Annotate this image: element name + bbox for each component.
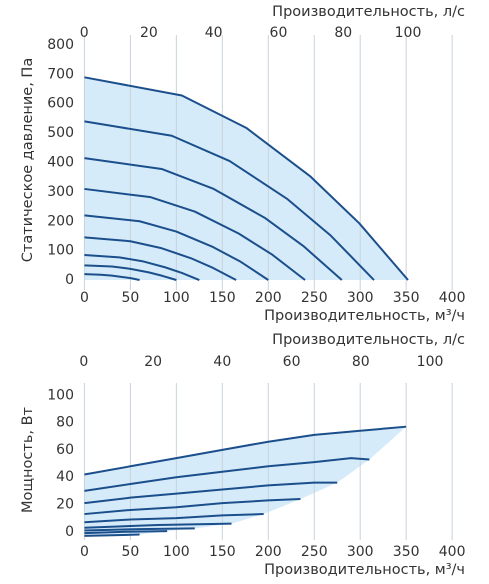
x2-tick-label: 20 xyxy=(140,25,158,41)
x-tick-label: 350 xyxy=(393,290,420,306)
x-tick-label: 0 xyxy=(80,544,89,560)
y-tick-label: 500 xyxy=(47,125,74,141)
x2-axis-title: Производительность, л/с xyxy=(272,332,465,348)
x-tick-label: 50 xyxy=(121,544,139,560)
curve xyxy=(84,273,140,281)
x-tick-label: 0 xyxy=(80,290,89,306)
x2-tick-label: 60 xyxy=(283,354,301,370)
x-tick-label: 150 xyxy=(209,544,236,560)
curve xyxy=(84,76,409,281)
curve xyxy=(84,457,370,492)
curve xyxy=(84,481,338,505)
curve xyxy=(84,236,237,281)
x2-tick-label: 60 xyxy=(270,25,288,41)
y-tick-label: 100 xyxy=(47,243,74,259)
x-tick-label: 250 xyxy=(301,544,328,560)
x-tick-label: 150 xyxy=(209,290,236,306)
y-tick-label: 0 xyxy=(65,524,74,540)
x2-tick-label: 0 xyxy=(79,354,88,370)
x2-tick-label: 40 xyxy=(205,25,223,41)
x2-tick-label: 80 xyxy=(352,354,370,370)
x2-tick-label: 80 xyxy=(334,25,352,41)
y-tick-label: 300 xyxy=(47,184,74,200)
x-tick-label: 300 xyxy=(347,290,374,306)
y-tick-label: 600 xyxy=(47,96,74,112)
y-tick-label: 100 xyxy=(47,387,74,403)
curve xyxy=(84,425,407,476)
curve xyxy=(84,264,177,281)
y-tick-label: 80 xyxy=(56,415,74,431)
x2-tick-label: 0 xyxy=(80,25,89,41)
y-tick-label: 0 xyxy=(65,272,74,288)
curve xyxy=(84,498,301,516)
x-axis-title: Производительность, м³/ч xyxy=(264,308,465,324)
envelope-fill xyxy=(84,77,409,281)
y-tick-label: 40 xyxy=(56,469,74,485)
x-tick-label: 50 xyxy=(121,290,139,306)
curve xyxy=(84,513,264,524)
curve xyxy=(84,527,195,532)
x2-tick-label: 20 xyxy=(144,354,162,370)
y-tick-label: 20 xyxy=(56,497,74,513)
curve xyxy=(84,187,306,281)
x2-axis-title: Производительность, л/с xyxy=(272,4,465,20)
x2-tick-label: 40 xyxy=(213,354,231,370)
curve xyxy=(84,530,168,535)
x-tick-label: 100 xyxy=(163,290,190,306)
curve xyxy=(84,254,200,281)
x-tick-label: 400 xyxy=(439,290,466,306)
curve xyxy=(84,157,343,281)
curve xyxy=(84,120,375,281)
curve xyxy=(84,522,232,529)
y-axis-title: Мощность, Вт xyxy=(20,406,36,513)
curve xyxy=(84,214,269,281)
y-tick-label: 400 xyxy=(47,155,74,171)
x-axis-title: Производительность, м³/ч xyxy=(264,562,465,578)
x-tick-label: 400 xyxy=(439,544,466,560)
x-tick-label: 350 xyxy=(393,544,420,560)
x-tick-label: 250 xyxy=(301,290,328,306)
y-tick-label: 200 xyxy=(47,213,74,229)
x-tick-label: 300 xyxy=(347,544,374,560)
y-axis-title: Статическое давление, Па xyxy=(20,58,36,262)
y-tick-label: 60 xyxy=(56,442,74,458)
x-tick-label: 200 xyxy=(255,544,282,560)
y-tick-label: 800 xyxy=(47,37,74,53)
y-tick-label: 700 xyxy=(47,66,74,82)
x-tick-label: 200 xyxy=(255,290,282,306)
x2-tick-label: 100 xyxy=(395,25,422,41)
curve xyxy=(84,533,140,537)
x2-tick-label: 100 xyxy=(417,354,444,370)
x-tick-label: 100 xyxy=(163,544,190,560)
